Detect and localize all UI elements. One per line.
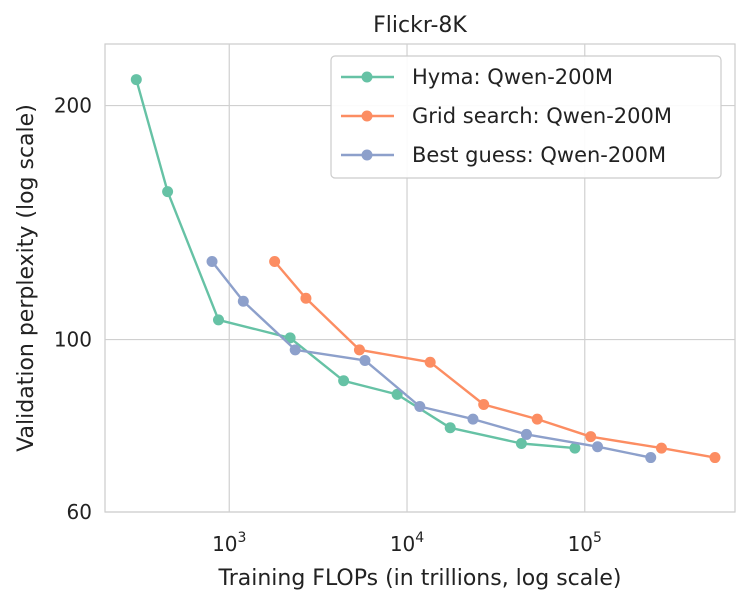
tick-labels: 103 104 105 60 100 200	[54, 94, 602, 556]
legend-label: Hyma: Qwen-200M	[412, 65, 613, 89]
data-point	[391, 388, 403, 400]
legend-marker	[361, 149, 373, 161]
data-point	[284, 332, 296, 344]
x-tick-label: 105	[568, 530, 602, 556]
data-point	[467, 413, 479, 425]
legend-marker	[361, 110, 373, 122]
series-1	[130, 74, 581, 454]
data-point	[655, 442, 667, 454]
data-point	[269, 256, 281, 268]
series-layer	[130, 74, 721, 464]
data-point	[569, 442, 581, 454]
x-tick-label: 104	[390, 530, 424, 556]
data-point	[520, 428, 532, 440]
data-point	[515, 437, 527, 449]
data-point	[585, 431, 597, 443]
x-axis-label: Training FLOPs (in trillions, log scale)	[218, 566, 622, 591]
y-tick-label: 200	[54, 94, 92, 118]
legend-item: Hyma: Qwen-200M	[341, 65, 613, 89]
series-3	[206, 256, 657, 464]
data-point	[206, 256, 218, 268]
legend-item: Best guess: Qwen-200M	[341, 143, 666, 167]
data-point	[359, 354, 371, 366]
y-axis-label: Validation perplexity (log scale)	[14, 104, 39, 452]
data-point	[592, 441, 604, 453]
data-point	[645, 452, 657, 464]
data-point	[237, 295, 249, 307]
data-point	[444, 422, 456, 434]
legend-marker	[361, 71, 373, 83]
legend-box	[330, 55, 722, 179]
data-point	[212, 314, 224, 326]
data-point	[478, 398, 490, 410]
data-point	[162, 186, 174, 198]
series-2	[269, 256, 721, 464]
data-point	[531, 413, 543, 425]
y-tick-label: 60	[67, 500, 92, 524]
legend-item: Grid search: Qwen-200M	[341, 104, 672, 128]
data-point	[353, 344, 365, 356]
data-point	[289, 344, 301, 356]
legend: Hyma: Qwen-200M Grid search: Qwen-200M Bes…	[330, 55, 722, 179]
y-tick-label: 100	[54, 328, 92, 352]
x-tick-label: 103	[212, 530, 246, 556]
data-point	[424, 356, 436, 368]
legend-label: Best guess: Qwen-200M	[412, 143, 666, 167]
data-point	[414, 401, 426, 413]
data-point	[300, 292, 312, 304]
data-point	[130, 74, 142, 86]
data-point	[338, 375, 350, 387]
legend-label: Grid search: Qwen-200M	[412, 104, 672, 128]
data-point	[709, 452, 721, 464]
chart-title: Flickr-8K	[373, 13, 467, 38]
